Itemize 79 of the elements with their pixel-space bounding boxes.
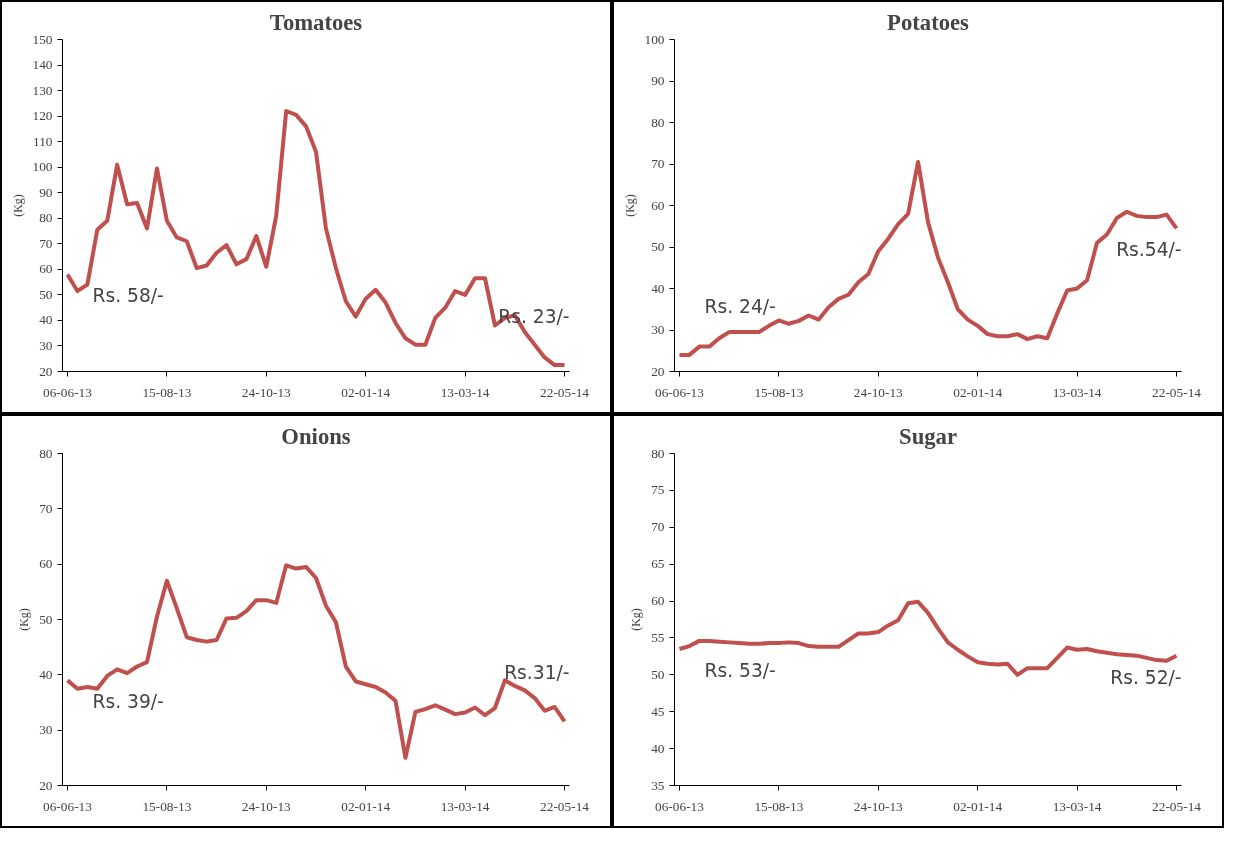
x-tick-label: 13-03-14 <box>1052 384 1102 400</box>
y-tick-label: 30 <box>39 337 53 353</box>
x-tick-label: 24-10-13 <box>241 384 292 400</box>
y-tick-label: 60 <box>651 593 665 609</box>
y-tick-label: 80 <box>39 445 53 461</box>
x-tick-label: 22-05-14 <box>540 384 590 400</box>
y-tick-label: 40 <box>39 666 53 682</box>
y-tick-label: 90 <box>651 73 665 88</box>
y-tick-label: 30 <box>39 722 53 738</box>
x-tick-label: 13-03-14 <box>440 384 490 400</box>
y-tick-label: 80 <box>651 445 665 461</box>
y-tick-label: 35 <box>651 777 665 793</box>
x-tick-label: 06-06-13 <box>43 384 93 400</box>
x-tick-label: 02-01-14 <box>341 798 391 814</box>
y-tick-label: 70 <box>651 519 665 535</box>
x-tick-label: 24-10-13 <box>241 798 292 814</box>
x-tick-label: 13-03-14 <box>440 798 490 814</box>
annotation: Rs.54/- <box>1116 239 1182 261</box>
y-axis-title: (Kg) <box>17 608 32 631</box>
y-tick-label: 55 <box>651 629 665 645</box>
y-tick-label: 50 <box>651 666 665 682</box>
y-tick-label: 65 <box>651 556 665 572</box>
y-tick-label: 50 <box>39 286 53 302</box>
y-tick-label: 40 <box>651 740 665 756</box>
x-tick-label: 15-08-13 <box>142 798 192 814</box>
x-tick-label: 02-01-14 <box>953 798 1003 814</box>
y-axis-title: (Kg) <box>10 194 25 217</box>
y-tick-label: 70 <box>39 500 53 516</box>
y-tick-label: 50 <box>39 611 53 627</box>
y-tick-label: 60 <box>39 261 53 277</box>
annotation: Rs. 52/- <box>1110 666 1182 688</box>
y-tick-label: 75 <box>651 482 665 498</box>
x-tick-label: 06-06-13 <box>655 384 705 400</box>
x-tick-label: 15-08-13 <box>754 384 804 400</box>
annotation: Rs. 53/- <box>704 660 776 682</box>
x-tick-label: 15-08-13 <box>754 798 804 814</box>
y-tick-label: 60 <box>651 197 665 213</box>
y-tick-label: 20 <box>39 363 53 379</box>
x-tick-label: 22-05-14 <box>540 798 590 814</box>
x-tick-label: 06-06-13 <box>655 798 705 814</box>
chart-title: Onions <box>281 423 351 449</box>
y-tick-label: 50 <box>651 239 665 254</box>
y-tick-label: 45 <box>651 703 665 719</box>
annotation: Rs. 58/- <box>92 285 164 307</box>
y-tick-label: 90 <box>39 184 53 200</box>
y-tick-label: 30 <box>651 322 665 337</box>
x-tick-label: 02-01-14 <box>341 384 391 400</box>
y-tick-label: 40 <box>651 280 665 296</box>
y-axis-title: (Kg) <box>622 194 637 217</box>
y-tick-label: 60 <box>39 556 53 572</box>
annotation: Rs.31/- <box>504 662 570 684</box>
y-tick-label: 100 <box>32 159 53 175</box>
y-tick-label: 110 <box>33 133 53 149</box>
x-tick-label: 02-01-14 <box>953 384 1003 400</box>
y-tick-label: 140 <box>32 57 53 73</box>
annotation: Rs. 39/- <box>92 691 164 713</box>
y-axis-title: (Kg) <box>629 608 644 631</box>
x-tick-label: 22-05-14 <box>1152 384 1202 400</box>
y-tick-label: 40 <box>39 312 53 328</box>
y-tick-label: 120 <box>32 108 53 124</box>
y-tick-label: 20 <box>651 363 665 379</box>
chart-title: Potatoes <box>887 9 970 35</box>
y-tick-label: 130 <box>32 82 53 98</box>
y-tick-label: 70 <box>39 235 53 251</box>
annotation: Rs. 24/- <box>704 295 776 317</box>
x-tick-label: 24-10-13 <box>853 384 904 400</box>
y-tick-label: 150 <box>32 31 53 47</box>
y-tick-label: 70 <box>651 156 665 171</box>
chart-title: Tomatoes <box>269 9 363 35</box>
x-tick-label: 22-05-14 <box>1152 798 1202 814</box>
y-tick-label: 100 <box>644 31 665 47</box>
y-tick-label: 80 <box>39 210 53 226</box>
x-tick-label: 24-10-13 <box>853 798 904 814</box>
x-tick-label: 15-08-13 <box>142 384 192 400</box>
y-tick-label: 80 <box>651 114 665 130</box>
y-tick-label: 20 <box>39 777 53 793</box>
chart-title: Sugar <box>899 423 957 449</box>
x-tick-label: 06-06-13 <box>43 798 93 814</box>
x-tick-label: 13-03-14 <box>1052 798 1102 814</box>
